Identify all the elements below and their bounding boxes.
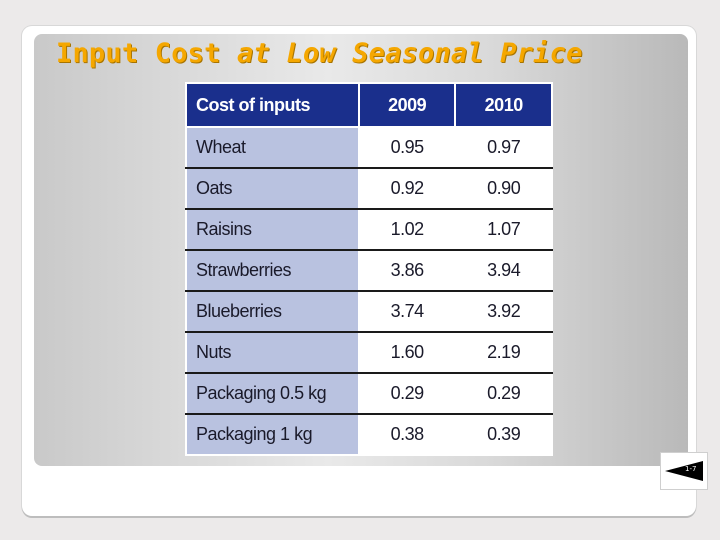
cell-2010: 0.39	[454, 413, 553, 456]
cell-2010: 1.07	[454, 208, 553, 251]
cell-2009: 1.60	[357, 331, 457, 374]
slide-title: Input Cost at Low Seasonal Price	[56, 38, 583, 69]
row-label: Oats	[185, 167, 360, 210]
table-header-row: Cost of inputs 2009 2010	[185, 82, 553, 128]
cell-2010: 0.29	[454, 372, 553, 415]
cell-2010: 3.94	[454, 249, 553, 292]
slide-number: 1-7	[685, 465, 697, 473]
cell-2009: 1.02	[357, 208, 457, 251]
table-row: Blueberries 3.74 3.92	[185, 290, 553, 333]
row-label: Packaging 1 kg	[185, 413, 360, 456]
row-label: Raisins	[185, 208, 360, 251]
cell-2010: 0.97	[454, 126, 553, 169]
table-row: Nuts 1.60 2.19	[185, 331, 553, 374]
cell-2009: 0.38	[357, 413, 457, 456]
cell-2009: 0.29	[357, 372, 457, 415]
cell-2010: 3.92	[454, 290, 553, 333]
cell-2009: 3.74	[357, 290, 457, 333]
table-row: Oats 0.92 0.90	[185, 167, 553, 210]
table-row: Raisins 1.02 1.07	[185, 208, 553, 251]
table-row: Strawberries 3.86 3.94	[185, 249, 553, 292]
input-cost-table: Cost of inputs 2009 2010 Wheat 0.95 0.97…	[185, 82, 553, 456]
header-cost-of-inputs: Cost of inputs	[185, 82, 360, 128]
cell-2010: 0.90	[454, 167, 553, 210]
slide-title-main: Input Cost	[56, 38, 238, 69]
table-row: Packaging 0.5 kg 0.29 0.29	[185, 372, 553, 415]
cell-2009: 0.95	[357, 126, 457, 169]
cell-2010: 2.19	[454, 331, 553, 374]
cell-2009: 0.92	[357, 167, 457, 210]
table-row: Wheat 0.95 0.97	[185, 126, 553, 169]
table-row: Packaging 1 kg 0.38 0.39	[185, 413, 553, 456]
row-label: Wheat	[185, 126, 360, 169]
slide-number-badge: 1-7	[660, 452, 708, 490]
slide-title-italic: at Low Seasonal Price	[237, 38, 583, 69]
row-label: Strawberries	[185, 249, 360, 292]
row-label: Packaging 0.5 kg	[185, 372, 360, 415]
header-2010: 2010	[454, 82, 553, 128]
row-label: Nuts	[185, 331, 360, 374]
pointer-arrow-icon	[665, 461, 703, 481]
header-2009: 2009	[357, 82, 457, 128]
row-label: Blueberries	[185, 290, 360, 333]
cell-2009: 3.86	[357, 249, 457, 292]
